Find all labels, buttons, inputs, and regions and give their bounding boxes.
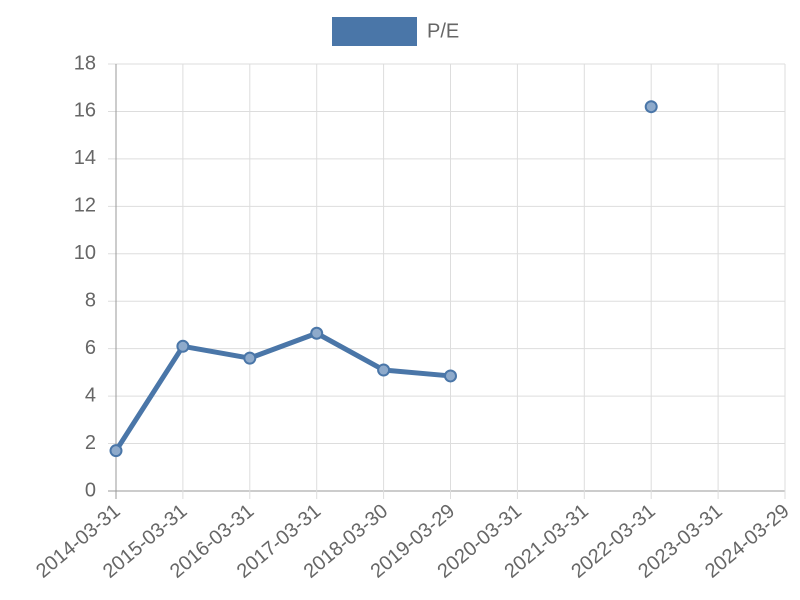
point [644, 100, 658, 114]
point [310, 326, 324, 340]
y-tick-label: 6 [85, 337, 96, 359]
y-tick-label: 16 [74, 100, 96, 122]
point [109, 444, 123, 458]
point [243, 351, 257, 365]
y-tick-label: 0 [85, 479, 96, 501]
y-tick-label: 14 [74, 147, 96, 169]
y-tick-label: 10 [74, 242, 96, 264]
y-tick-label: 12 [74, 195, 96, 217]
y-tick-label: 4 [85, 384, 96, 406]
point [377, 363, 391, 377]
y-tick-label: 2 [85, 432, 96, 454]
legend-label: P/E [427, 20, 459, 42]
y-tick-label: 18 [74, 52, 96, 74]
point [176, 339, 190, 353]
point [444, 369, 457, 383]
y-tick-label: 8 [85, 290, 96, 312]
legend-swatch [332, 17, 417, 46]
